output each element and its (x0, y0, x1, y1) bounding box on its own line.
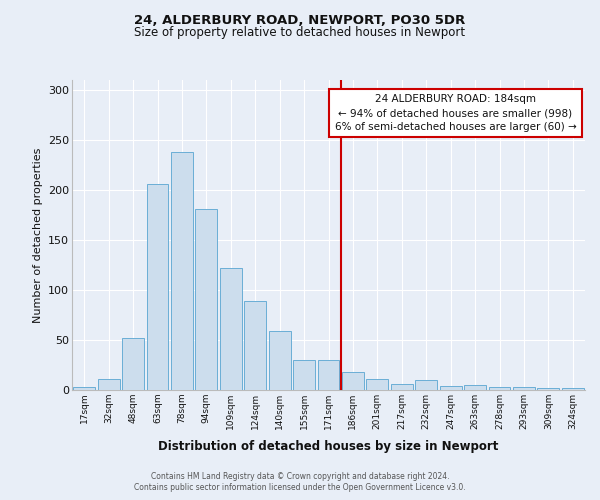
Bar (244, 301, 266, 390)
Bar (367, 379, 388, 390)
Bar (538, 388, 559, 390)
Y-axis label: Number of detached properties: Number of detached properties (32, 148, 43, 322)
Bar (415, 380, 437, 390)
Bar (464, 385, 486, 390)
Text: Size of property relative to detached houses in Newport: Size of property relative to detached ho… (134, 26, 466, 39)
Bar (293, 360, 315, 390)
Bar (122, 338, 144, 390)
Bar (342, 372, 364, 390)
Bar (391, 384, 413, 390)
Bar (220, 268, 242, 390)
Bar (196, 209, 217, 390)
Text: 24 ALDERBURY ROAD: 184sqm
← 94% of detached houses are smaller (998)
6% of semi-: 24 ALDERBURY ROAD: 184sqm ← 94% of detac… (335, 94, 577, 132)
Bar (146, 184, 169, 390)
Bar (171, 152, 193, 390)
Text: 24, ALDERBURY ROAD, NEWPORT, PO30 5DR: 24, ALDERBURY ROAD, NEWPORT, PO30 5DR (134, 14, 466, 27)
Bar (513, 387, 535, 390)
Bar (488, 387, 511, 390)
Bar (440, 386, 461, 390)
Text: Contains HM Land Registry data © Crown copyright and database right 2024.: Contains HM Land Registry data © Crown c… (151, 472, 449, 481)
Bar (73, 387, 95, 390)
X-axis label: Distribution of detached houses by size in Newport: Distribution of detached houses by size … (158, 440, 499, 454)
Bar (562, 388, 584, 390)
Bar (98, 379, 119, 390)
Bar (317, 360, 340, 390)
Text: Contains public sector information licensed under the Open Government Licence v3: Contains public sector information licen… (134, 484, 466, 492)
Bar (269, 331, 290, 390)
